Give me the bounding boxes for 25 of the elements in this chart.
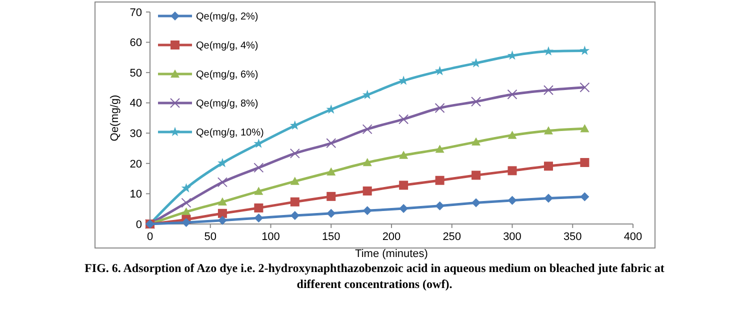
y-tick-label: 70	[130, 6, 142, 19]
legend-label: Qe(mg/g, 2%)	[196, 12, 258, 22]
text: FIG. 6. Adsorption of Azo dye i.e. 2-hydroxynaphthazobenzoic acid in aqueous medium on bleached jute fabric at different concentrations (owf).	[84, 261, 664, 291]
x-tick-label: 250	[442, 231, 462, 243]
y-tick-label: 30	[130, 128, 142, 140]
x-tick-label: 150	[322, 231, 340, 243]
x-tick-label: 300	[503, 231, 522, 243]
x-tick-label: 350	[563, 231, 582, 243]
x-tick-label: 100	[262, 231, 280, 243]
y-tick-label: 50	[130, 67, 142, 80]
y-axis-title: Qe(mg/g)	[109, 94, 121, 142]
legend-label: Qe(mg/g, 10%)	[196, 128, 264, 138]
x-tick-label: 200	[382, 231, 401, 243]
x-tick-label: 400	[624, 231, 642, 243]
y-tick-label: 60	[130, 37, 142, 50]
y-tick-label: 40	[130, 98, 142, 110]
x-axis-title: Time (minutes)	[355, 248, 428, 260]
legend-label: Qe(mg/g, 4%)	[196, 40, 258, 52]
x-tick-label: 50	[204, 231, 216, 243]
y-tick-label: 20	[130, 158, 142, 170]
y-tick-label: 10	[130, 188, 142, 201]
x-tick-label: 0	[146, 231, 154, 243]
y-tick-label: 0	[136, 218, 142, 231]
legend-label: Qe(mg/g, 8%)	[196, 98, 258, 110]
legend-label: Qe(mg/g, 6%)	[196, 70, 258, 80]
